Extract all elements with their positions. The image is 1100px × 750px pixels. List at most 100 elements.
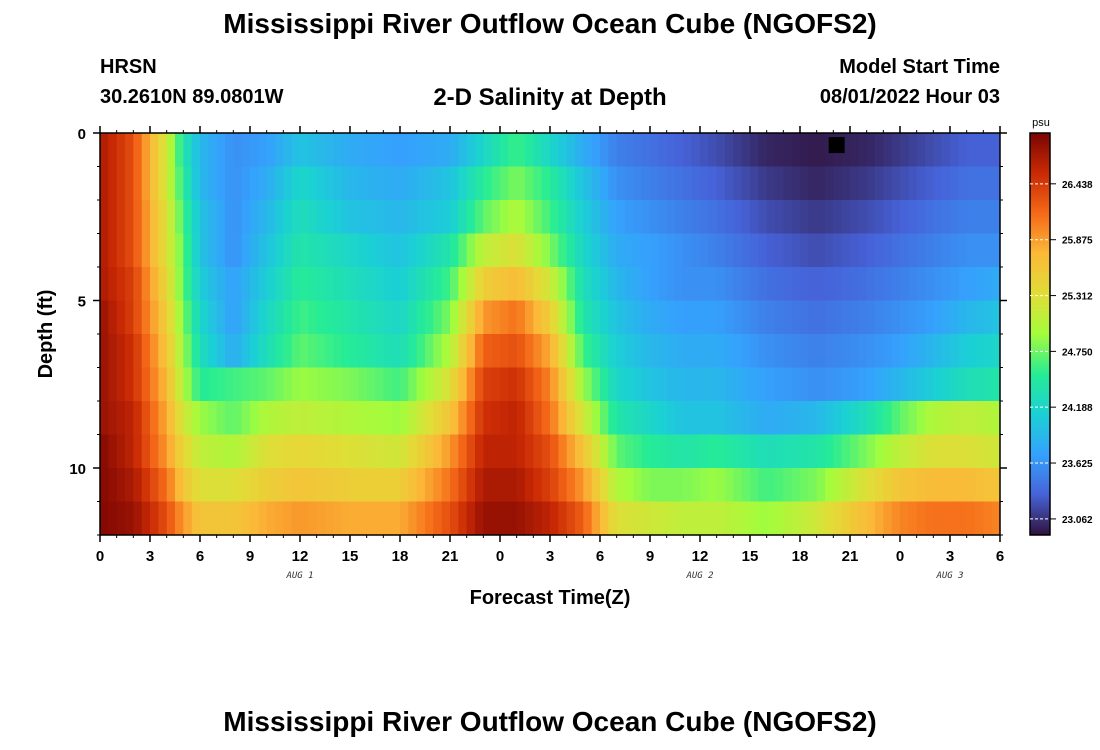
heatmap-cell bbox=[158, 301, 167, 335]
colorbar-tick-label: 24.750 bbox=[1062, 347, 1093, 358]
heatmap-cell bbox=[533, 267, 542, 301]
heatmap-cell bbox=[208, 133, 217, 167]
heatmap-cell bbox=[792, 234, 801, 268]
heatmap-cell bbox=[483, 468, 492, 502]
heatmap-cell bbox=[908, 401, 917, 435]
heatmap-cell bbox=[808, 234, 817, 268]
heatmap-cell bbox=[750, 435, 759, 469]
heatmap-cell bbox=[658, 234, 667, 268]
heatmap-cell bbox=[475, 368, 484, 402]
heatmap-cell bbox=[983, 133, 992, 167]
heatmap-cell bbox=[175, 267, 184, 301]
heatmap-cell bbox=[550, 167, 559, 201]
salinity-heatmap-chart: 0 3 6 9 12 15 18 21 0 3 6 9 12 15 18 21 0 3 6AUG 1 AUG 2 AUG… bbox=[0, 0, 1100, 700]
heatmap-cell bbox=[275, 200, 284, 234]
heatmap-cell bbox=[808, 267, 817, 301]
heatmap-cell bbox=[983, 468, 992, 502]
heatmap-cell bbox=[100, 167, 109, 201]
heatmap-cell bbox=[808, 334, 817, 368]
heatmap-cell bbox=[158, 502, 167, 536]
heatmap-cell bbox=[583, 401, 592, 435]
heatmap-cell bbox=[933, 502, 942, 536]
heatmap-cell bbox=[250, 334, 259, 368]
heatmap-cell bbox=[825, 200, 834, 234]
heatmap-cell bbox=[650, 133, 659, 167]
heatmap-cell bbox=[167, 167, 176, 201]
heatmap-cell bbox=[958, 468, 967, 502]
heatmap-cell bbox=[683, 167, 692, 201]
heatmap-cell bbox=[208, 234, 217, 268]
heatmap-cell bbox=[217, 234, 226, 268]
heatmap-cell bbox=[325, 401, 334, 435]
heatmap-cell bbox=[875, 234, 884, 268]
heatmap-cell bbox=[450, 368, 459, 402]
heatmap-cell bbox=[767, 200, 776, 234]
heatmap-cell bbox=[917, 167, 926, 201]
heatmap-cell bbox=[950, 301, 959, 335]
heatmap-cell bbox=[492, 468, 501, 502]
heatmap-cell bbox=[767, 435, 776, 469]
heatmap-cell bbox=[817, 133, 826, 167]
heatmap-cell bbox=[675, 435, 684, 469]
heatmap-cell bbox=[133, 435, 142, 469]
x-tick-label: 12 bbox=[292, 548, 309, 565]
heatmap-cell bbox=[425, 301, 434, 335]
heatmap-cell bbox=[783, 267, 792, 301]
heatmap-cell bbox=[758, 334, 767, 368]
heatmap-cell bbox=[583, 133, 592, 167]
heatmap-cell bbox=[283, 234, 292, 268]
heatmap-cell bbox=[192, 267, 201, 301]
heatmap-cell bbox=[175, 401, 184, 435]
heatmap-cell bbox=[600, 334, 609, 368]
heatmap-cell bbox=[383, 502, 392, 536]
heatmap-cell bbox=[425, 468, 434, 502]
heatmap-cell bbox=[725, 267, 734, 301]
heatmap-cell bbox=[825, 234, 834, 268]
heatmap-cell bbox=[650, 468, 659, 502]
heatmap-cell bbox=[542, 334, 551, 368]
heatmap-cell bbox=[900, 435, 909, 469]
heatmap-cell bbox=[533, 200, 542, 234]
heatmap-cell bbox=[475, 167, 484, 201]
heatmap-cell bbox=[792, 401, 801, 435]
heatmap-cell bbox=[208, 167, 217, 201]
heatmap-cell bbox=[642, 401, 651, 435]
heatmap-cell bbox=[625, 401, 634, 435]
heatmap-cell bbox=[958, 167, 967, 201]
heatmap-cell bbox=[467, 234, 476, 268]
heatmap-cell bbox=[483, 334, 492, 368]
heatmap-cell bbox=[683, 133, 692, 167]
heatmap-cell bbox=[183, 435, 192, 469]
heatmap-cell bbox=[892, 435, 901, 469]
heatmap-cell bbox=[400, 301, 409, 335]
heatmap-cell bbox=[225, 200, 234, 234]
heatmap-cell bbox=[542, 167, 551, 201]
heatmap-cell bbox=[583, 368, 592, 402]
heatmap-cell bbox=[408, 267, 417, 301]
heatmap-cell bbox=[858, 301, 867, 335]
heatmap-cell bbox=[608, 167, 617, 201]
heatmap-cell bbox=[175, 167, 184, 201]
heatmap-cell bbox=[708, 502, 717, 536]
heatmap-cell bbox=[458, 334, 467, 368]
heatmap-cell bbox=[658, 267, 667, 301]
heatmap-cell bbox=[408, 301, 417, 335]
x-tick-label: 12 bbox=[692, 548, 709, 565]
heatmap-cell bbox=[233, 368, 242, 402]
heatmap-cell bbox=[583, 234, 592, 268]
heatmap-cell bbox=[683, 368, 692, 402]
heatmap-cell bbox=[483, 401, 492, 435]
heatmap-cell bbox=[742, 334, 751, 368]
heatmap-cell bbox=[942, 133, 951, 167]
heatmap-cell bbox=[775, 468, 784, 502]
heatmap-cell bbox=[742, 167, 751, 201]
heatmap-cell bbox=[925, 401, 934, 435]
heatmap-cell bbox=[250, 200, 259, 234]
heatmap-cell bbox=[242, 502, 251, 536]
heatmap-cell bbox=[858, 234, 867, 268]
heatmap-cell bbox=[183, 167, 192, 201]
heatmap-cell bbox=[167, 435, 176, 469]
heatmap-cell bbox=[325, 234, 334, 268]
heatmap-cell bbox=[900, 234, 909, 268]
heatmap-cell bbox=[267, 368, 276, 402]
